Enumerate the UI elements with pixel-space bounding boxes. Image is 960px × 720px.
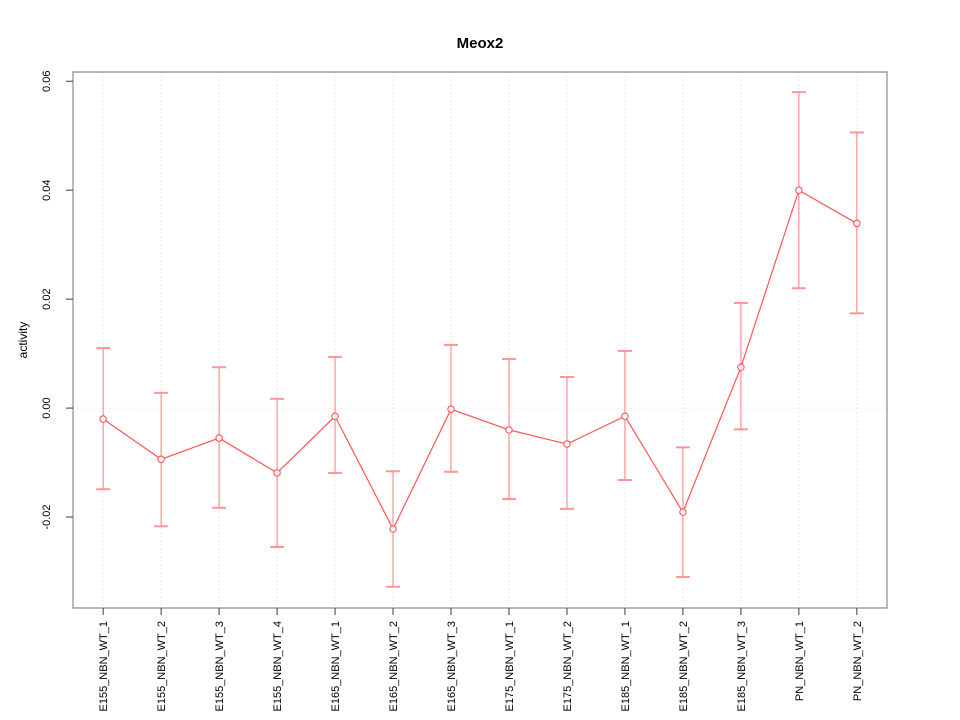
data-point xyxy=(273,469,281,477)
data-point xyxy=(563,440,571,448)
y-tick-label: 0.04 xyxy=(41,179,53,200)
y-tick-label: -0.02 xyxy=(41,504,53,529)
data-point xyxy=(447,405,455,413)
data-point xyxy=(157,455,165,464)
x-tick-label: E155_NBN_WT_2 xyxy=(156,621,168,712)
data-point xyxy=(215,434,223,442)
series-line xyxy=(102,189,858,531)
y-tick-label: 0.00 xyxy=(41,397,53,418)
data-point xyxy=(795,186,803,194)
chart-title: Meox2 xyxy=(456,35,504,52)
data-point xyxy=(737,363,745,371)
data-points xyxy=(99,186,861,533)
y-tick-label: 0.02 xyxy=(41,288,53,309)
x-tick-label: PN_NBN_WT_1 xyxy=(794,621,806,701)
x-tick-label: E155_NBN_WT_1 xyxy=(98,621,110,712)
x-tick-label: E185_NBN_WT_2 xyxy=(678,621,690,712)
x-tick-label: E175_NBN_WT_2 xyxy=(562,621,574,712)
data-point xyxy=(99,415,107,423)
data-point xyxy=(505,426,513,434)
x-tick-label: E155_NBN_WT_3 xyxy=(214,621,226,712)
gridlines xyxy=(73,72,887,608)
x-tick-label: E155_NBN_WT_4 xyxy=(272,621,284,712)
data-point xyxy=(621,412,629,421)
x-tick-label: PN_NBN_WT_2 xyxy=(852,621,864,701)
x-tick-label: E165_NBN_WT_2 xyxy=(388,621,400,712)
data-point xyxy=(331,412,339,421)
data-point xyxy=(389,525,397,533)
plot-border xyxy=(72,71,888,609)
x-axis: E155_NBN_WT_1 E155_NBN_WT_2 E155_NBN_WT_3 E… xyxy=(98,608,864,712)
data-point xyxy=(853,219,861,228)
x-tick-label: E165_NBN_WT_3 xyxy=(446,621,458,712)
data-point xyxy=(679,508,687,516)
y-axis: -0.02 0.00 0.02 0.04 0.06 xyxy=(41,71,73,530)
x-tick-label: E185_NBN_WT_1 xyxy=(620,621,632,712)
x-tick-label: E185_NBN_WT_3 xyxy=(736,621,748,712)
error-bars xyxy=(96,91,864,588)
y-tick-label: 0.06 xyxy=(41,71,53,92)
x-tick-label: E165_NBN_WT_1 xyxy=(330,621,342,712)
x-tick-label: E175_NBN_WT_1 xyxy=(504,621,516,712)
